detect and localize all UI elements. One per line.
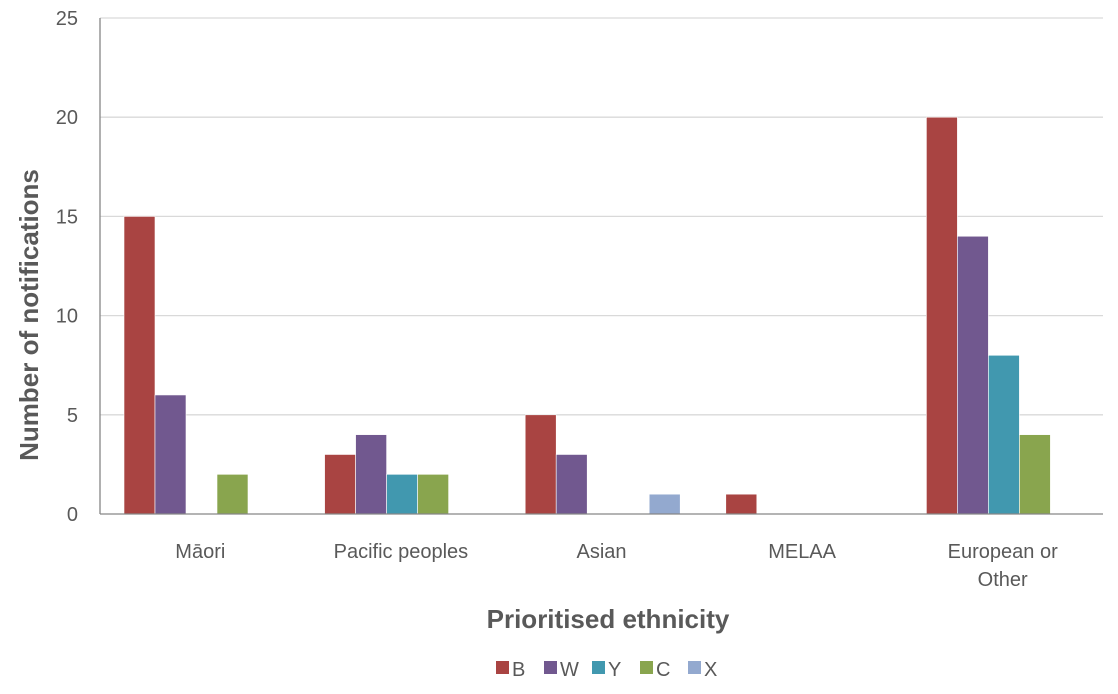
bar-y [386,474,418,515]
legend-label: W [560,659,579,681]
bar-c [1019,434,1051,515]
legend-swatch [592,661,605,674]
y-axis-title: Number of notifications [14,169,44,461]
x-tick-label: European or Other [948,541,1058,591]
bar-b [123,216,156,515]
bar-y [988,354,1020,515]
bar-w [957,235,989,515]
bar-c [417,474,449,515]
bar-b [725,493,758,515]
legend-label: C [656,659,670,681]
legend-label: X [704,659,717,681]
x-tick-label: Māori [175,541,225,563]
axes [99,18,1103,515]
bars [123,116,1051,515]
x-tick-label: Asian [576,541,626,563]
bar-x [648,493,681,515]
legend-swatch [688,661,701,674]
y-tick-label: 20 [56,107,78,129]
legend-swatch [544,661,557,674]
x-tick-label: MELAA [768,541,836,563]
y-tick-label: 5 [67,405,78,427]
bar-b [324,454,356,515]
legend-label: B [512,659,525,681]
bar-w [555,454,588,515]
labels: 0 5 10 15 20 25 Māori Pacific peoples Asian MELAA… [56,8,1058,591]
y-tick-label: 15 [56,206,78,228]
y-tick-label: 25 [56,8,78,30]
bar-c [216,474,249,515]
y-tick-label: 0 [67,504,78,526]
bar-b [926,116,958,515]
legend-swatch [496,661,509,674]
bar-w [154,394,187,515]
y-tick-label: 10 [56,306,78,328]
legend-swatch [640,661,653,674]
x-tick-label: Pacific peoples [334,541,469,563]
legend-label: Y [608,659,621,681]
bar-b [524,414,557,515]
x-axis-title: Prioritised ethnicity [487,604,730,634]
bar-w [355,434,387,515]
